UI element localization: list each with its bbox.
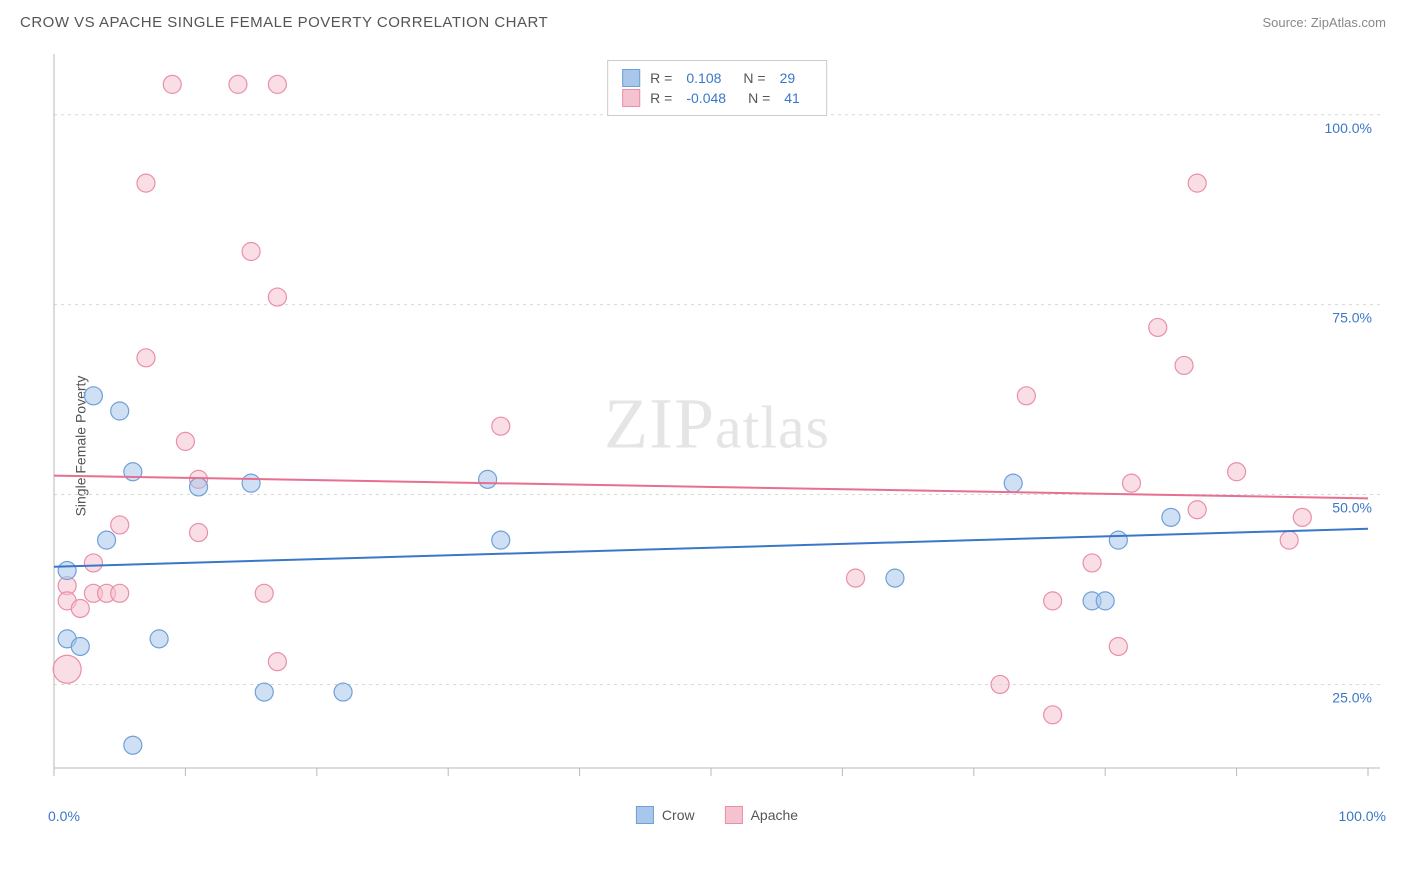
source-label: Source: [1262, 15, 1310, 30]
x-min-label: 0.0% [48, 808, 80, 824]
n-value-crow: 29 [780, 70, 796, 86]
swatch-crow [636, 806, 654, 824]
swatch-crow [622, 69, 640, 87]
series-legend: Crow Apache [636, 806, 798, 824]
n-value-apache: 41 [784, 90, 800, 106]
n-label: N = [748, 90, 770, 106]
swatch-apache [725, 806, 743, 824]
x-max-label: 100.0% [1339, 808, 1386, 824]
svg-text:75.0%: 75.0% [1332, 310, 1372, 326]
r-label: R = [650, 70, 672, 86]
chart-title: CROW VS APACHE SINGLE FEMALE POVERTY COR… [20, 14, 548, 31]
legend-item-crow[interactable]: Crow [636, 806, 695, 824]
stats-legend: R = 0.108 N = 29 R = -0.048 N = 41 [607, 60, 827, 116]
stats-row-apache: R = -0.048 N = 41 [622, 89, 812, 107]
scatter-plot: 25.0% 50.0% 75.0% 100.0% [48, 54, 1386, 824]
svg-text:100.0%: 100.0% [1325, 120, 1372, 136]
chart-area: 25.0%50.0%75.0%100.0% ZIPatlas R = 0.108… [48, 54, 1386, 824]
r-value-crow: 0.108 [686, 70, 721, 86]
source-link[interactable]: ZipAtlas.com [1311, 15, 1386, 30]
legend-item-apache[interactable]: Apache [725, 806, 798, 824]
n-label: N = [743, 70, 765, 86]
r-value-apache: -0.048 [686, 90, 726, 106]
svg-text:50.0%: 50.0% [1332, 500, 1372, 516]
legend-label-apache: Apache [751, 807, 798, 823]
header: CROW VS APACHE SINGLE FEMALE POVERTY COR… [0, 0, 1406, 41]
legend-label-crow: Crow [662, 807, 695, 823]
svg-text:25.0%: 25.0% [1332, 689, 1372, 705]
swatch-apache [622, 89, 640, 107]
r-label: R = [650, 90, 672, 106]
source-attribution: Source: ZipAtlas.com [1262, 15, 1386, 30]
stats-row-crow: R = 0.108 N = 29 [622, 69, 812, 87]
